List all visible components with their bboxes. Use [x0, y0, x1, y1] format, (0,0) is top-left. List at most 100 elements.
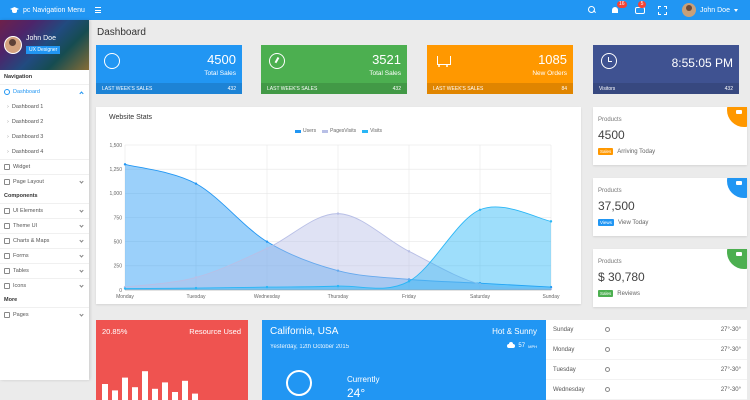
sidebar-item-label: Icons [13, 283, 27, 289]
stat-card-total-sales-2: 3521 Total Sales LAST WEEK'S SALES 432 [261, 45, 407, 94]
sun-icon [286, 370, 312, 396]
stat-value: 3521 [372, 52, 401, 67]
chevron-down-icon [79, 283, 84, 288]
sidebar-subitem-dashboard-1[interactable]: Dashboard 1 [0, 99, 89, 114]
data-point [549, 285, 553, 289]
resource-percent: 20.85% [102, 327, 128, 336]
menu-toggle-icon[interactable] [95, 7, 101, 13]
sidebar-item-label: Forms [13, 253, 29, 259]
chevron-down-icon [79, 223, 84, 228]
data-point [549, 220, 553, 223]
weather-city: California, USA [270, 326, 339, 337]
forecast-day: Wednesday [553, 386, 585, 393]
stat-footer-label: LAST WEEK'S SALES [102, 85, 153, 92]
products-card-reviews: Products $ 30,780 Sales Reviews [593, 249, 747, 307]
product-value: 37,500 [598, 199, 635, 213]
forecast-row: Monday 27°-30° [546, 340, 747, 360]
resource-label: Resource Used [189, 327, 241, 336]
chevron-down-icon [79, 238, 84, 243]
sidebar-item-dashboard[interactable]: Dashboard [0, 84, 89, 99]
forecast-temp: 27°-30° [720, 366, 741, 373]
forecast-temp: 27°-30° [720, 346, 741, 353]
weather-icon [605, 367, 610, 372]
weather-current-label: Currently [347, 375, 380, 384]
resource-bar [122, 377, 128, 400]
product-title: Products [598, 259, 622, 265]
bell-icon[interactable] [610, 5, 620, 15]
stat-card-visitors: 8:55:05 PM Visitors 432 [593, 45, 739, 94]
wind-value: 57 [518, 343, 526, 349]
legend-swatch [295, 129, 302, 133]
data-point [336, 212, 340, 215]
fullscreen-icon[interactable] [657, 5, 667, 15]
stat-footer: LAST WEEK'S SALES 432 [96, 83, 242, 94]
sidebar-item-label: Pages [13, 312, 29, 318]
legend-swatch [362, 129, 369, 133]
legend-item-pagesvisits[interactable]: PagesVisits [322, 128, 356, 134]
sidebar-item-page-layout[interactable]: Page Layout [0, 174, 89, 189]
sidebar-item-label: Tables [13, 268, 29, 274]
x-tick-label: Sunday [543, 294, 560, 300]
y-tick-label: 1,250 [109, 167, 122, 173]
layout-icon [4, 179, 10, 185]
sidebar-subitem-dashboard-4[interactable]: Dashboard 4 [0, 144, 89, 159]
legend-item-visits[interactable]: Visits [362, 128, 382, 134]
resource-bar-chart [102, 371, 198, 400]
search-icon[interactable] [587, 5, 597, 15]
stat-card-new-orders: 1085 New Orders LAST WEEK'S SALES 84 [427, 45, 573, 94]
product-badge-row: Views View Today [598, 219, 648, 226]
brand[interactable]: pc Navigation Menu [10, 0, 85, 20]
chart-legend: Users PagesVisits Visits [96, 128, 581, 134]
components-section-header: Components [4, 193, 38, 199]
corner-badge-icon [736, 252, 742, 256]
forecast-temp: 27°-30° [720, 326, 741, 333]
resource-bar [132, 387, 138, 400]
sidebar-item-tables[interactable]: Tables [0, 263, 89, 278]
resource-used-card: 20.85% Resource Used [96, 320, 248, 400]
resource-bar [172, 392, 178, 400]
clock-icon [601, 53, 617, 69]
sidebar-item-forms[interactable]: Forms [0, 248, 89, 263]
product-note: Arriving Today [617, 148, 656, 155]
top-navbar: pc Navigation Menu 16 5 John Doe [0, 0, 750, 20]
stat-footer: LAST WEEK'S SALES 84 [427, 83, 573, 94]
sidebar-item-ui-elements[interactable]: UI Elements [0, 203, 89, 218]
chevron-down-icon [79, 312, 84, 317]
y-tick-label: 0 [119, 288, 122, 294]
sidebar-subitem-dashboard-2[interactable]: Dashboard 2 [0, 114, 89, 129]
sidebar-subitem-dashboard-3[interactable]: Dashboard 3 [0, 129, 89, 144]
data-point [407, 278, 411, 281]
website-stats-chart: 0 250 500 750 1,000 1,250 1,500 Monday Tuesday We… [109, 143, 560, 300]
notification-count-badge: 16 [617, 1, 627, 8]
user-menu[interactable]: John Doe [682, 2, 738, 18]
legend-item-users[interactable]: Users [295, 128, 316, 134]
nav-section-header: Navigation [4, 74, 33, 80]
stat-value: 1085 [538, 52, 567, 67]
weather-date: Yesterday, 12th October 2015 [270, 344, 350, 350]
resource-bar [102, 384, 108, 400]
stat-footer-value: 84 [561, 85, 567, 92]
product-title: Products [598, 188, 622, 194]
stat-footer-label: LAST WEEK'S SALES [433, 85, 484, 92]
sidebar-item-charts-maps[interactable]: Charts & Maps [0, 233, 89, 248]
sidebar-item-icons[interactable]: Icons [0, 278, 89, 293]
stat-card-total-sales: 4500 Total Sales LAST WEEK'S SALES 432 [96, 45, 242, 94]
sidebar-item-label: Theme UI [13, 223, 38, 229]
data-point [194, 276, 198, 279]
product-badge: Views [598, 219, 614, 226]
card-corner [727, 178, 747, 198]
profile-avatar[interactable] [4, 36, 22, 54]
chevron-down-icon [79, 179, 84, 184]
stat-label: New Orders [532, 70, 567, 77]
data-point [407, 250, 411, 253]
chevron-down-icon [79, 268, 84, 273]
sidebar-item-widget[interactable]: Widget [0, 159, 89, 174]
sidebar-item-theme-ui[interactable]: Theme UI [0, 218, 89, 233]
data-point [265, 247, 269, 250]
sidebar-item-pages[interactable]: Pages [0, 307, 89, 322]
page-title: Dashboard [97, 27, 146, 38]
data-point [123, 287, 127, 290]
data-point [194, 182, 198, 185]
x-tick-label: Friday [402, 294, 416, 300]
chart-icon [4, 238, 10, 244]
